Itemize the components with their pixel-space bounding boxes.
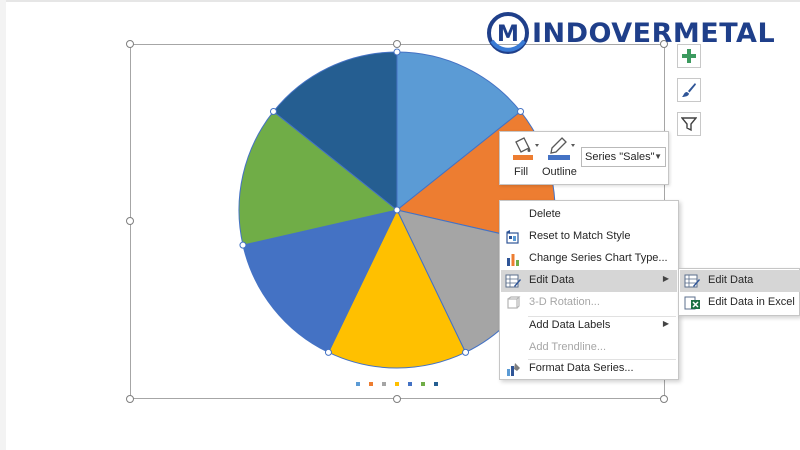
menu-item-label: Format Data Series... (529, 362, 634, 374)
logo-text: INDOVERMETAL (532, 17, 776, 49)
menu-item-reset-to-match-style[interactable]: Reset to Match Style (501, 226, 677, 248)
slice-selection-handle[interactable] (269, 107, 277, 115)
resize-handle-top[interactable] (393, 40, 401, 48)
paint-bucket-icon (513, 137, 539, 160)
menu-separator (528, 316, 676, 317)
pie-slice[interactable] (238, 110, 399, 246)
legend-marker (356, 382, 360, 386)
fill-dropdown-arrow-icon (535, 144, 539, 147)
legend-marker (408, 382, 412, 386)
slice-selection-handle[interactable] (324, 348, 332, 356)
menu-item-label: Add Trendline... (529, 341, 607, 353)
submenu-item-edit-data[interactable]: Edit Data (680, 270, 800, 292)
excel-icon (684, 296, 700, 310)
menu-item-label: Change Series Chart Type... (529, 252, 668, 264)
brand-logo: M INDOVERMETAL (486, 8, 775, 58)
pie-slice[interactable] (272, 51, 398, 212)
bar-chart-icon (507, 254, 519, 266)
edit-data-icon (505, 274, 521, 288)
center-selection-handle[interactable] (393, 206, 401, 214)
submenu-item-label: Edit Data in Excel (708, 296, 795, 308)
pie-slice[interactable] (242, 209, 398, 354)
plus-icon (682, 49, 696, 63)
menu-item-change-series-chart-type[interactable]: Change Series Chart Type... (501, 248, 677, 270)
menu-item-edit-data[interactable]: Edit Data ▶ (501, 270, 677, 292)
chart-filters-button[interactable] (677, 112, 701, 136)
slice-selection-handle[interactable] (462, 348, 470, 356)
menu-item-label: Delete (529, 208, 561, 220)
format-series-icon (507, 363, 520, 376)
legend-marker (369, 382, 373, 386)
slice-selection-handle[interactable] (517, 107, 525, 115)
filter-icon (681, 117, 697, 132)
context-menu: Delete Reset to Match Style Change Serie… (499, 200, 679, 380)
chart-styles-button[interactable] (677, 78, 701, 102)
pie-slice[interactable] (396, 51, 522, 212)
submenu-arrow-icon: ▶ (662, 274, 669, 283)
menu-item-format-data-series[interactable]: Format Data Series... (501, 358, 677, 380)
fill-button[interactable] (510, 136, 540, 167)
submenu-item-label: Edit Data (708, 274, 754, 286)
left-edge-strip (0, 0, 6, 450)
reset-style-icon (506, 230, 519, 244)
menu-item-label: 3-D Rotation... (529, 296, 600, 308)
slice-selection-handle[interactable] (239, 241, 247, 249)
menu-item-add-trendline[interactable]: Add Trendline... (501, 337, 677, 359)
menu-item-add-data-labels[interactable]: Add Data Labels ▶ (501, 315, 677, 337)
top-border (0, 0, 800, 2)
resize-handle-top-right[interactable] (660, 40, 668, 48)
legend-marker (395, 382, 399, 386)
resize-handle-bottom-right[interactable] (660, 395, 668, 403)
edit-data-icon (684, 274, 700, 288)
legend-marker (421, 382, 425, 386)
legend-marker (382, 382, 386, 386)
chevron-down-icon: ▼ (654, 152, 662, 161)
rotation-3d-icon (507, 296, 521, 309)
submenu-item-edit-data-in-excel[interactable]: Edit Data in Excel (680, 292, 800, 314)
fill-label: Fill (514, 166, 529, 178)
series-select-value: Series "Sales" (585, 151, 655, 163)
menu-item-delete[interactable]: Delete (501, 204, 677, 226)
resize-handle-bottom-left[interactable] (126, 395, 134, 403)
edit-data-submenu: Edit Data Edit Data in Excel (678, 268, 800, 316)
menu-item-label: Reset to Match Style (529, 230, 631, 242)
submenu-arrow-icon: ▶ (662, 319, 669, 328)
resize-handle-bottom[interactable] (393, 395, 401, 403)
resize-handle-left[interactable] (126, 217, 134, 225)
slice-selection-handle[interactable] (393, 48, 401, 56)
menu-item-label: Add Data Labels (529, 319, 611, 331)
resize-handle-top-left[interactable] (126, 40, 134, 48)
chart-elements-button[interactable] (677, 44, 701, 68)
series-select-dropdown[interactable]: Series "Sales" ▼ (581, 147, 666, 167)
paintbrush-icon (682, 83, 696, 97)
menu-separator (528, 359, 676, 360)
logo-mark-letter: M (497, 22, 519, 47)
menu-item-3d-rotation[interactable]: 3-D Rotation... (501, 292, 677, 314)
logo-mark-icon: M (487, 12, 529, 54)
pen-outline-icon (548, 137, 575, 160)
outline-label: Outline (542, 166, 577, 178)
outline-dropdown-arrow-icon (571, 144, 575, 147)
outline-button[interactable] (544, 136, 576, 167)
menu-item-label: Edit Data (529, 274, 575, 286)
pie-slice[interactable] (327, 208, 467, 369)
legend-marker (434, 382, 438, 386)
format-mini-toolbar: Fill Outline Series "Sales" ▼ (499, 131, 669, 185)
